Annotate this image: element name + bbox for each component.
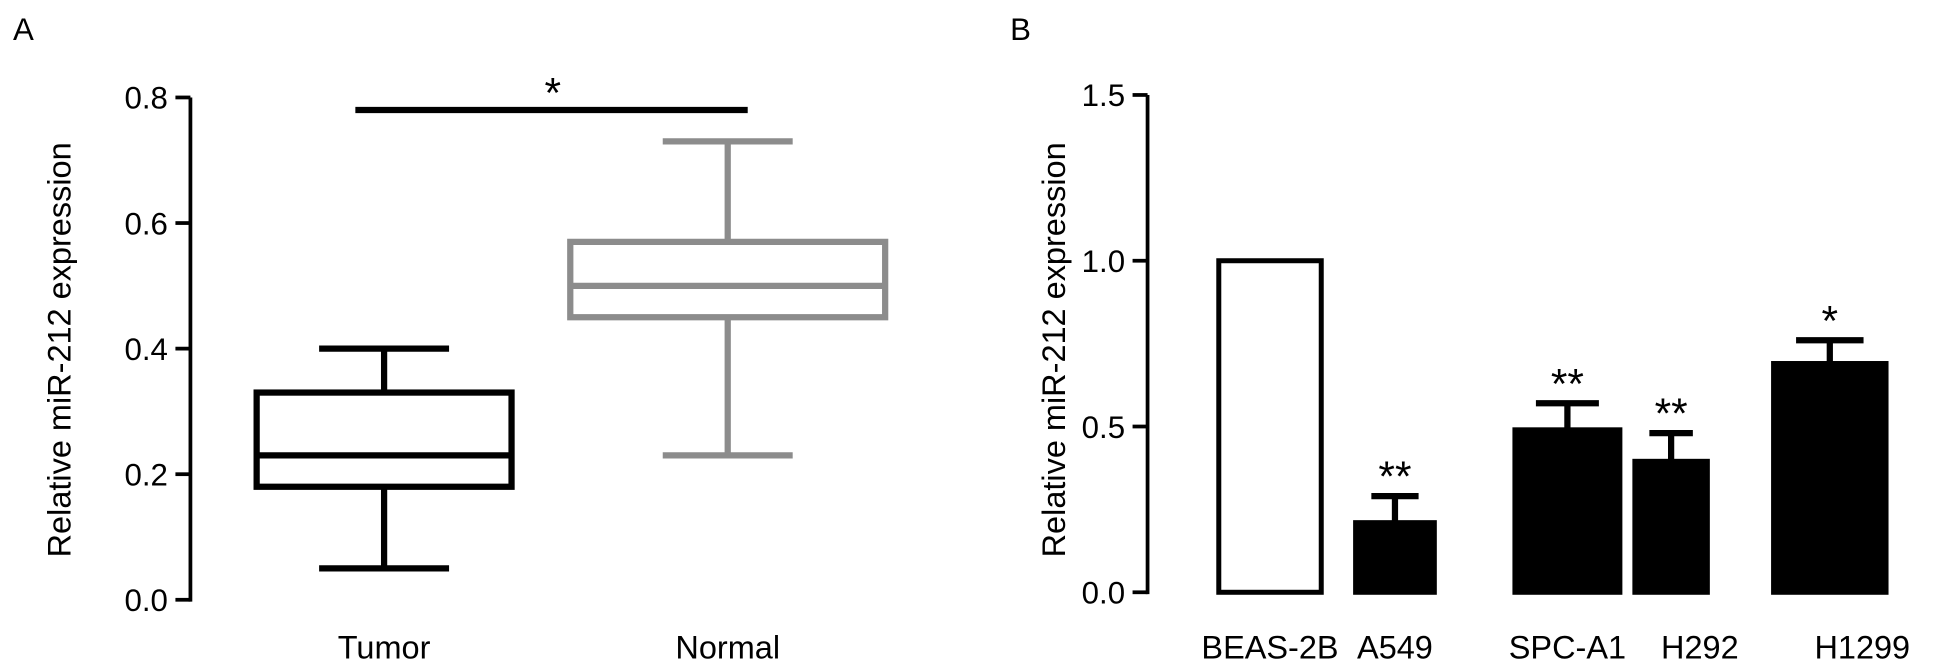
x-tick-label: Normal <box>675 630 780 666</box>
x-tick-label: BEAS-2B <box>1201 630 1338 666</box>
y-tick-label: 0.0 <box>1082 576 1125 611</box>
x-tick-label: Tumor <box>338 630 431 666</box>
y-tick-label: 1.5 <box>1082 78 1125 113</box>
significance-star: * <box>1822 298 1839 345</box>
bar-beas-2b <box>1216 258 1324 595</box>
y-tick-label: 0.2 <box>125 457 168 492</box>
significance-star: * <box>545 71 562 118</box>
x-tick-label: H292 <box>1661 630 1739 666</box>
x-tick-label: SPC-A1 <box>1509 630 1626 666</box>
x-tick-label: A549 <box>1357 630 1433 666</box>
significance-star: ** <box>1655 391 1688 438</box>
bar-h292 <box>1632 458 1710 595</box>
box-normal <box>567 238 889 321</box>
y-tick-label: 0.6 <box>125 206 168 241</box>
panel-a-ylabel: Relative miR-212 expression <box>41 142 77 557</box>
panel-b-label: B <box>1010 12 1031 47</box>
y-tick-label: 0.4 <box>125 332 168 367</box>
y-tick-label: 0.0 <box>125 583 168 618</box>
y-tick-label: 1.0 <box>1082 244 1125 279</box>
box-tumor <box>253 389 515 490</box>
significance-star: ** <box>1378 454 1411 501</box>
bar-a549 <box>1353 520 1437 595</box>
panel-a-label: A <box>13 12 34 47</box>
bar-h1299 <box>1771 361 1889 595</box>
y-tick-label: 0.8 <box>125 81 168 116</box>
bar-spc-a1 <box>1512 427 1623 595</box>
significance-star: ** <box>1551 361 1584 408</box>
panel-b-ylabel: Relative miR-212 expression <box>1036 142 1072 557</box>
y-tick-label: 0.5 <box>1082 410 1125 445</box>
panel-a-plot: 0.0 0.2 0.4 0.6 0.8 Tumor Normal * <box>125 71 889 666</box>
x-tick-label: H1299 <box>1814 630 1910 666</box>
panel-b-plot: 0.0 0.5 1.0 1.5 BEAS-2B ** A549 ** SPC-A1 ** H292 *… <box>1082 78 1910 665</box>
